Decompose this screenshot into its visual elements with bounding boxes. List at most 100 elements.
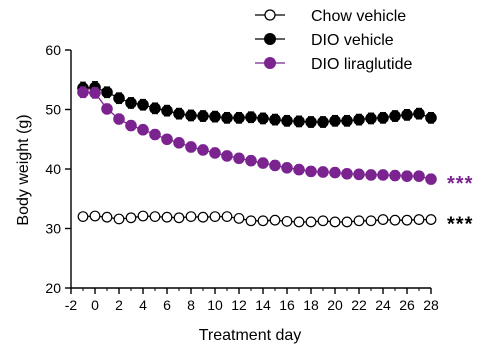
data-point-dio-vehicle — [185, 109, 197, 122]
data-point-chow-vehicle — [257, 215, 269, 227]
data-point-dio-vehicle — [365, 112, 377, 125]
x-tick-label: -2 — [65, 297, 78, 313]
x-tick-label: 6 — [163, 297, 171, 313]
x-tick-label: 12 — [231, 297, 247, 313]
data-point-dio-liraglutide — [89, 87, 101, 99]
data-point-chow-vehicle — [149, 211, 161, 223]
series-dio-liraglutide — [77, 86, 437, 185]
data-point-chow-vehicle — [245, 215, 257, 227]
data-point-dio-vehicle — [329, 115, 341, 127]
y-tick-label: 40 — [45, 161, 61, 177]
data-point-dio-liraglutide — [113, 113, 125, 125]
data-point-dio-vehicle — [125, 97, 137, 109]
data-point-dio-vehicle — [377, 112, 389, 124]
data-point-chow-vehicle — [185, 211, 197, 223]
data-point-dio-vehicle — [221, 112, 233, 124]
data-point-chow-vehicle — [281, 215, 293, 227]
legend-marker-dio-vehicle — [264, 33, 276, 45]
data-point-dio-vehicle — [257, 112, 269, 125]
series-dio-vehicle — [77, 81, 437, 128]
data-point-chow-vehicle — [125, 212, 137, 224]
data-point-dio-liraglutide — [365, 169, 377, 181]
data-point-dio-vehicle — [281, 115, 293, 127]
x-tick-label: 28 — [423, 297, 439, 313]
data-point-chow-vehicle — [269, 214, 281, 226]
series-chow-vehicle — [77, 210, 437, 228]
data-point-chow-vehicle — [113, 213, 125, 225]
data-point-dio-liraglutide — [161, 133, 173, 146]
data-point-dio-vehicle — [305, 116, 317, 128]
legend-label-dio-liraglutide: DIO liraglutide — [311, 56, 412, 73]
data-point-dio-liraglutide — [149, 128, 161, 141]
legend-item-chow-vehicle: Chow vehicle — [255, 8, 406, 25]
data-point-chow-vehicle — [89, 210, 101, 222]
series-layer — [77, 81, 437, 228]
data-point-dio-liraglutide — [77, 86, 89, 99]
data-point-dio-vehicle — [269, 113, 281, 126]
data-point-chow-vehicle — [77, 211, 89, 223]
x-tick-label: 8 — [187, 297, 195, 313]
data-point-chow-vehicle — [317, 215, 329, 227]
data-point-chow-vehicle — [305, 216, 317, 228]
legend-marker-dio-liraglutide — [264, 57, 276, 69]
data-point-chow-vehicle — [101, 211, 113, 223]
data-point-dio-liraglutide — [221, 150, 233, 162]
data-point-dio-vehicle — [137, 98, 149, 111]
data-point-dio-vehicle — [293, 115, 305, 128]
data-point-dio-vehicle — [209, 110, 221, 123]
legend: Chow vehicle DIO vehicle DIO liraglutide — [255, 8, 412, 73]
significance-label-dio-liraglutide: *** — [447, 173, 473, 195]
data-point-chow-vehicle — [329, 216, 341, 228]
x-tick-label: 14 — [255, 297, 271, 313]
data-point-chow-vehicle — [137, 210, 149, 222]
x-tick-label: 20 — [327, 297, 343, 313]
data-point-chow-vehicle — [209, 211, 221, 223]
data-point-dio-liraglutide — [413, 170, 425, 182]
data-point-dio-vehicle — [413, 107, 425, 120]
data-point-dio-vehicle — [425, 112, 437, 124]
data-point-chow-vehicle — [425, 214, 437, 225]
x-tick-label: 16 — [279, 297, 295, 313]
data-point-dio-liraglutide — [389, 169, 401, 182]
data-point-chow-vehicle — [365, 215, 377, 227]
data-point-dio-vehicle — [197, 110, 209, 122]
legend-item-dio-liraglutide: DIO liraglutide — [255, 56, 412, 73]
data-point-chow-vehicle — [353, 215, 365, 227]
data-point-dio-vehicle — [113, 92, 125, 104]
data-point-dio-liraglutide — [293, 163, 305, 176]
x-tick-label: 18 — [303, 297, 319, 313]
y-tick-label: 50 — [45, 102, 61, 118]
data-point-dio-liraglutide — [281, 162, 293, 174]
data-point-dio-vehicle — [149, 102, 161, 115]
data-point-dio-vehicle — [233, 112, 245, 124]
data-point-dio-liraglutide — [353, 168, 365, 181]
legend-item-dio-vehicle: DIO vehicle — [255, 32, 394, 49]
data-point-dio-vehicle — [101, 86, 113, 99]
data-point-dio-liraglutide — [425, 173, 437, 185]
data-point-chow-vehicle — [293, 216, 305, 228]
data-point-dio-vehicle — [341, 115, 353, 127]
x-tick-label: 2 — [115, 297, 123, 313]
data-point-dio-vehicle — [317, 116, 329, 128]
data-point-chow-vehicle — [413, 214, 425, 225]
data-point-dio-liraglutide — [401, 170, 413, 182]
data-point-dio-liraglutide — [245, 154, 257, 167]
data-point-dio-liraglutide — [329, 166, 341, 179]
data-point-dio-liraglutide — [137, 123, 149, 136]
x-tick-label: 26 — [399, 297, 415, 313]
data-point-dio-liraglutide — [125, 119, 137, 132]
data-point-chow-vehicle — [233, 212, 245, 224]
data-point-dio-liraglutide — [185, 141, 197, 153]
x-tick-label: 4 — [139, 297, 147, 313]
data-point-dio-liraglutide — [377, 169, 389, 181]
data-point-dio-liraglutide — [173, 137, 185, 149]
data-point-dio-liraglutide — [305, 165, 317, 178]
data-point-chow-vehicle — [197, 211, 209, 223]
y-tick-label: 30 — [45, 221, 61, 237]
data-point-chow-vehicle — [389, 214, 401, 226]
data-point-dio-vehicle — [389, 110, 401, 122]
data-point-chow-vehicle — [401, 214, 413, 226]
data-point-chow-vehicle — [173, 212, 185, 224]
y-tick-label: 60 — [45, 42, 61, 58]
